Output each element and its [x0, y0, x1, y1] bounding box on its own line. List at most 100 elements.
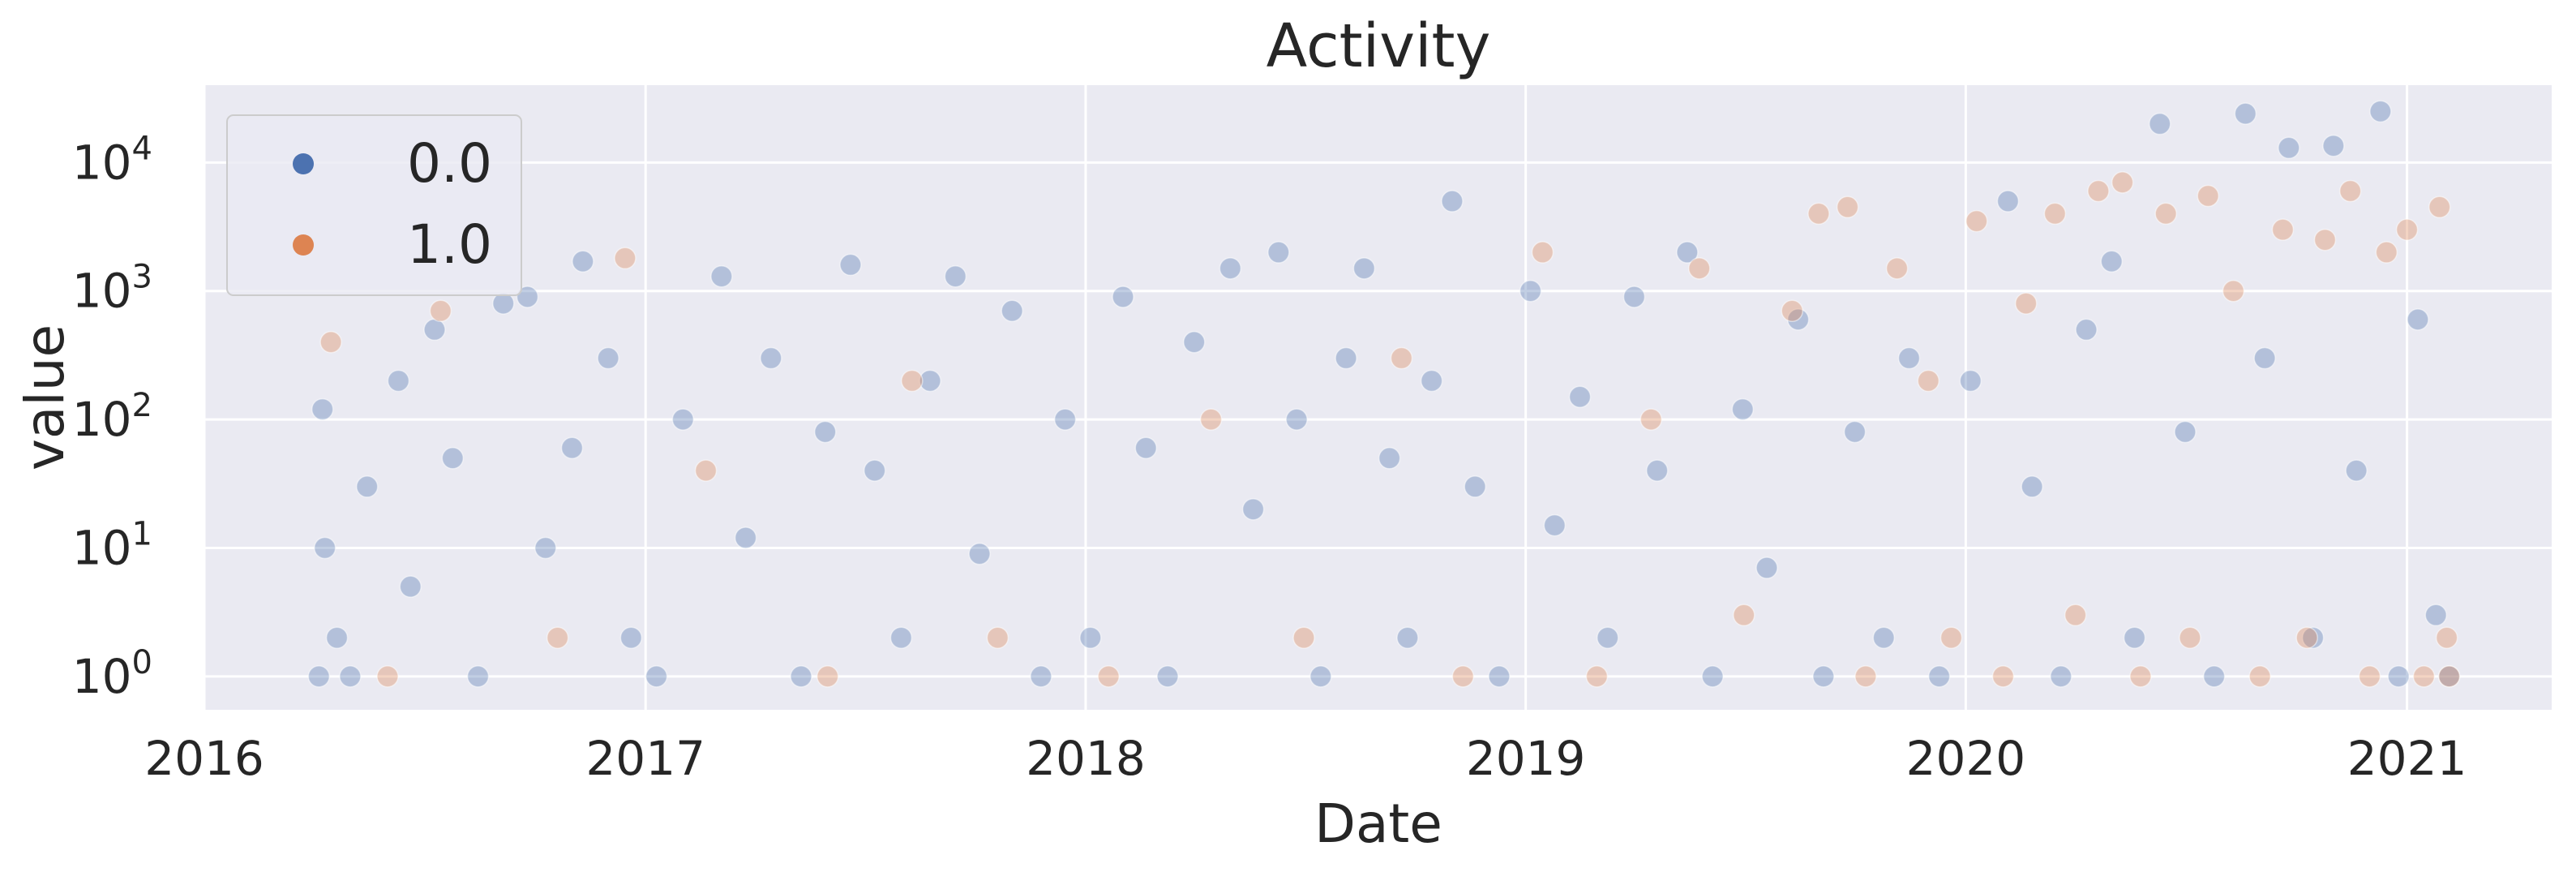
data-point: [1568, 385, 1592, 408]
legend: 0.0 1.0: [226, 114, 522, 296]
data-point: [2322, 134, 2345, 157]
data-point: [2437, 665, 2461, 688]
data-point: [2412, 665, 2436, 688]
data-point: [2338, 179, 2362, 203]
data-point: [1335, 346, 1357, 370]
data-point: [429, 299, 452, 323]
data-point: [2174, 420, 2197, 444]
data-point: [2271, 218, 2295, 241]
data-point: [1965, 209, 1988, 233]
data-point: [2064, 604, 2087, 627]
data-point: [1639, 408, 1663, 431]
data-point: [2100, 250, 2124, 273]
data-point: [1079, 626, 1102, 649]
data-point: [560, 436, 584, 460]
data-point: [1755, 556, 1778, 579]
data-point: [1134, 436, 1158, 460]
series-0: [307, 100, 2461, 688]
data-point: [319, 331, 342, 354]
data-point: [2375, 241, 2398, 264]
data-point: [1182, 331, 1206, 354]
data-point: [2428, 195, 2451, 219]
data-point: [1959, 369, 1982, 393]
data-point: [614, 247, 636, 270]
data-point: [734, 526, 757, 549]
data-point: [694, 459, 718, 482]
data-point: [1352, 257, 1376, 280]
data-point: [1872, 626, 1896, 649]
data-point: [311, 397, 334, 421]
data-point: [760, 346, 782, 370]
data-point: [816, 665, 839, 688]
data-point: [1053, 408, 1077, 431]
data-point: [441, 447, 465, 470]
data-point: [1199, 408, 1223, 431]
data-point: [1836, 195, 1859, 219]
data-point: [710, 264, 733, 288]
data-point: [325, 626, 349, 649]
data-point: [2050, 665, 2072, 688]
data-point: [2014, 292, 2038, 315]
legend-label-1: 1.0: [407, 213, 492, 276]
data-point: [2197, 184, 2219, 208]
data-point: [1441, 190, 1464, 213]
data-point: [1885, 257, 1909, 280]
scatter-points: [307, 100, 2461, 688]
data-point: [1543, 513, 1567, 537]
data-point: [313, 536, 336, 560]
data-point: [2395, 218, 2419, 241]
data-point: [889, 626, 913, 649]
data-point: [1464, 475, 1486, 498]
data-point: [1676, 241, 1699, 264]
data-point: [2043, 202, 2067, 226]
data-point: [1733, 604, 1755, 627]
data-point: [1292, 626, 1315, 649]
data-point: [2129, 665, 2152, 688]
data-point: [1156, 665, 1179, 688]
x-tick-label: 2019: [1466, 731, 1586, 786]
data-point: [2369, 100, 2392, 123]
data-point: [2387, 665, 2410, 688]
data-point: [1645, 459, 1669, 482]
legend-marker-0: [293, 153, 314, 174]
data-point: [839, 253, 862, 277]
data-point: [1917, 369, 1940, 393]
data-point: [2075, 318, 2098, 341]
data-point: [1390, 346, 1413, 370]
y-tick-label: 100: [72, 644, 152, 704]
data-point: [619, 626, 643, 649]
data-point: [1701, 665, 1724, 688]
data-point: [1991, 665, 2015, 688]
data-point: [2253, 346, 2276, 370]
legend-label-0: 0.0: [407, 132, 492, 195]
data-point: [339, 665, 362, 688]
data-point: [901, 369, 924, 393]
data-point: [944, 264, 967, 288]
data-point: [1897, 346, 1921, 370]
x-axis-label: Date: [1314, 793, 1442, 855]
data-point: [645, 665, 668, 688]
data-point: [516, 286, 539, 308]
data-point: [1097, 665, 1120, 688]
grid: [203, 85, 2552, 710]
data-point: [2111, 171, 2134, 194]
data-point: [2087, 179, 2110, 203]
data-point: [2248, 665, 2271, 688]
data-point: [2202, 665, 2226, 688]
data-point: [1378, 447, 1401, 470]
data-point: [376, 665, 399, 688]
x-tick-labels: 2016 2017 2018 2019 2020 2021: [144, 731, 2467, 786]
data-point: [2358, 665, 2381, 688]
y-tick-label: 102: [72, 387, 152, 447]
data-point: [387, 369, 410, 393]
data-point: [1488, 665, 1511, 688]
data-point: [1267, 241, 1290, 264]
data-point: [1309, 665, 1332, 688]
x-tick-label: 2020: [1906, 731, 2026, 786]
y-axis-label: value: [14, 324, 76, 470]
x-tick-label: 2018: [1026, 731, 1146, 786]
data-point: [2407, 308, 2429, 331]
y-tick-label: 103: [72, 259, 152, 319]
data-point: [2123, 626, 2146, 649]
